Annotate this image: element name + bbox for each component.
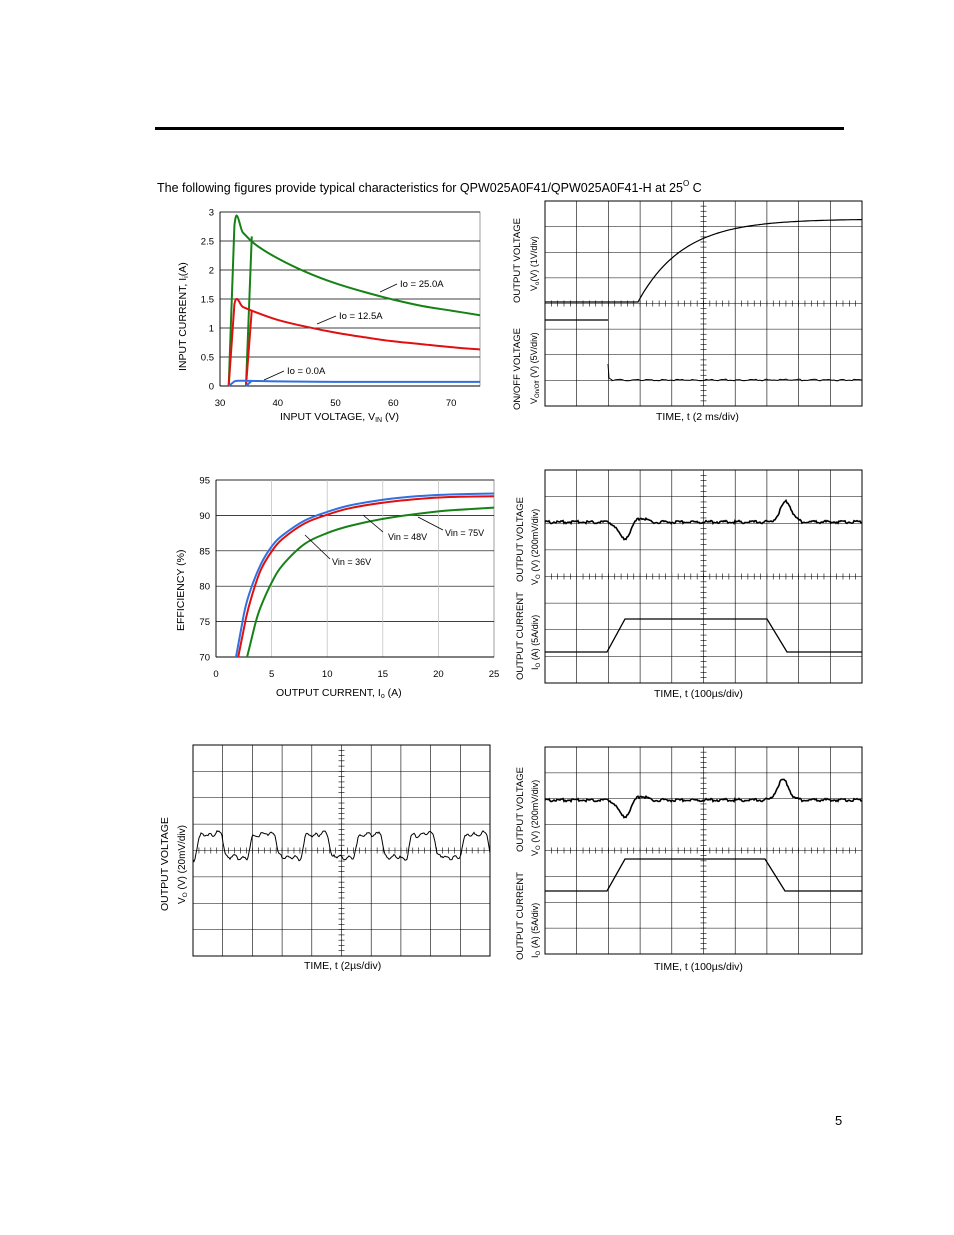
scope4-current-trace: [545, 858, 862, 892]
scope-transient-2: OUTPUT VOLTAGE VO (V) (200mV/div) OUTPUT…: [515, 746, 863, 973]
scope3-ripple-trace: [192, 830, 491, 863]
chart2-annot-48: Vin = 48V: [388, 532, 427, 542]
scope4-grid: [544, 746, 863, 955]
scope1-lower-unit: VOn/Off (V) (5V/div): [529, 332, 541, 404]
scope1-onoff-trace: [607, 363, 863, 382]
x-tick-label: 70: [446, 398, 457, 409]
chart2-series: [235, 492, 495, 658]
scope4-upper-unit: VO (V) (200mV/div): [530, 780, 542, 856]
x-tick-label: 60: [388, 398, 399, 409]
chart1-series: [227, 214, 481, 387]
chart2-ylabel: EFFICIENCY (%): [175, 550, 187, 631]
chart2-annot-36: Vin = 36V: [332, 557, 371, 567]
chart2-xlabel: OUTPUT CURRENT, Io (A): [276, 687, 402, 700]
y-tick-label: 0: [209, 382, 214, 393]
y-tick-label: 2: [209, 266, 214, 277]
x-tick-label: 15: [378, 669, 389, 680]
scope1-time-label: TIME, t (2 ms/div): [656, 411, 739, 423]
scope2-grid: [544, 469, 863, 684]
intro-tail: C: [689, 181, 702, 195]
scope4-lower-unit: IO (A) (5A/div): [530, 903, 542, 958]
chart2-annot-75: Vin = 75V: [445, 528, 484, 538]
scope2-upper-title: OUTPUT VOLTAGE: [515, 497, 526, 582]
intro-main: The following figures provide typical ch…: [157, 181, 683, 195]
scope1-grid: [544, 200, 863, 407]
chart1-arrow-12: [316, 315, 337, 325]
chart2-arrow-75: [417, 516, 444, 531]
chart1-ylabel: INPUT CURRENT, Ii(A): [177, 262, 190, 371]
y-tick-label: 70: [199, 653, 210, 664]
y-tick-label: 0.5: [201, 353, 214, 364]
y-tick-label: 75: [199, 617, 210, 628]
scope4-lower-title: OUTPUT CURRENT: [515, 872, 526, 960]
chart1-annot-0: Io = 0.0A: [287, 366, 326, 377]
scope-transient-1: OUTPUT VOLTAGE VO (V) (200mV/div) OUTPUT…: [515, 469, 863, 700]
scope3-title: OUTPUT VOLTAGE: [159, 817, 171, 911]
x-tick-label: 5: [269, 669, 274, 680]
x-tick-label: 10: [322, 669, 333, 680]
scope1-upper-title: OUTPUT VOLTAGE: [512, 218, 523, 303]
series-line: [227, 214, 481, 387]
y-tick-label: 3: [209, 208, 214, 219]
y-tick-label: 2.5: [201, 237, 214, 248]
intro-sup: O: [682, 179, 690, 188]
x-tick-label: 0: [213, 669, 218, 680]
turn-on-threshold-line: [245, 309, 253, 387]
scope1-output-voltage-trace: [545, 219, 862, 303]
scope4-upper-title: OUTPUT VOLTAGE: [515, 767, 526, 852]
scope2-time-label: TIME, t (100µs/div): [654, 688, 743, 700]
chart1-annot-25: Io = 25.0A: [400, 279, 444, 290]
x-tick-label: 25: [489, 669, 500, 680]
scope4-time-label: TIME, t (100µs/div): [654, 961, 743, 973]
series-line: [235, 492, 495, 658]
chart1-arrow-25: [379, 283, 398, 293]
intro-text: The following figures provide typical ch…: [157, 179, 702, 195]
x-tick-label: 20: [433, 669, 444, 680]
scope1-lower-title: ON/OFF VOLTAGE: [512, 328, 523, 410]
scope2-upper-unit: VO (V) (200mV/div): [530, 509, 542, 585]
chart1-xlabel: INPUT VOLTAGE, VIN (V): [280, 411, 399, 424]
series-line: [237, 495, 495, 658]
y-tick-label: 90: [199, 511, 210, 522]
chart1-arrow-0: [263, 370, 285, 381]
chart1-tick-labels: 0 0.5 1 1.5 2 2.5 3 30 40 50 60 70: [201, 208, 457, 410]
y-tick-label: 85: [199, 546, 210, 557]
chart2-arrow-48: [362, 514, 384, 533]
series-line: [227, 297, 481, 387]
scope2-current-trace: [545, 618, 862, 653]
scope3-grid: [192, 744, 491, 957]
scope-startup: OUTPUT VOLTAGE Vo(V) (1V/div) ON/OFF VOL…: [512, 200, 863, 423]
y-tick-label: 1.5: [201, 295, 214, 306]
chart1-grid: [219, 211, 480, 387]
scope4-voltage-trace: [544, 778, 863, 819]
scope3-time-label: TIME, t (2µs/div): [304, 960, 381, 972]
x-tick-label: 50: [330, 398, 341, 409]
header-rule: [155, 127, 844, 130]
y-tick-label: 80: [199, 582, 210, 593]
scope2-lower-unit: IO (A) (5A/div): [530, 615, 542, 670]
chart2-tick-labels: 70 75 80 85 90 95 0 5 10 15 20 25: [199, 476, 499, 681]
chart2-arrow-36: [304, 534, 331, 560]
page-number: 5: [835, 1113, 843, 1128]
x-tick-label: 40: [272, 398, 283, 409]
series-line: [228, 379, 480, 387]
y-tick-label: 95: [199, 476, 210, 487]
scope1-upper-unit: Vo(V) (1V/div): [529, 236, 541, 291]
input-current-chart: 0 0.5 1 1.5 2 2.5 3 30 40 50 60 70 Io = 25.0A Io = …: [177, 208, 481, 424]
y-tick-label: 1: [209, 324, 214, 335]
chart2-grid: [215, 479, 494, 658]
series-line: [246, 506, 495, 658]
scope-ripple: OUTPUT VOLTAGE VO (V) (20mV/div) TIME, t…: [159, 744, 491, 972]
x-tick-label: 30: [215, 398, 226, 409]
scope2-voltage-trace: [544, 499, 863, 541]
chart1-annot-12: Io = 12.5A: [339, 311, 383, 322]
efficiency-chart: 70 75 80 85 90 95 0 5 10 15 20 25 Vin = 36V Vin = 4…: [175, 476, 499, 701]
scope3-unit: VO (V) (20mV/div): [177, 825, 189, 904]
scope2-lower-title: OUTPUT CURRENT: [515, 592, 526, 680]
